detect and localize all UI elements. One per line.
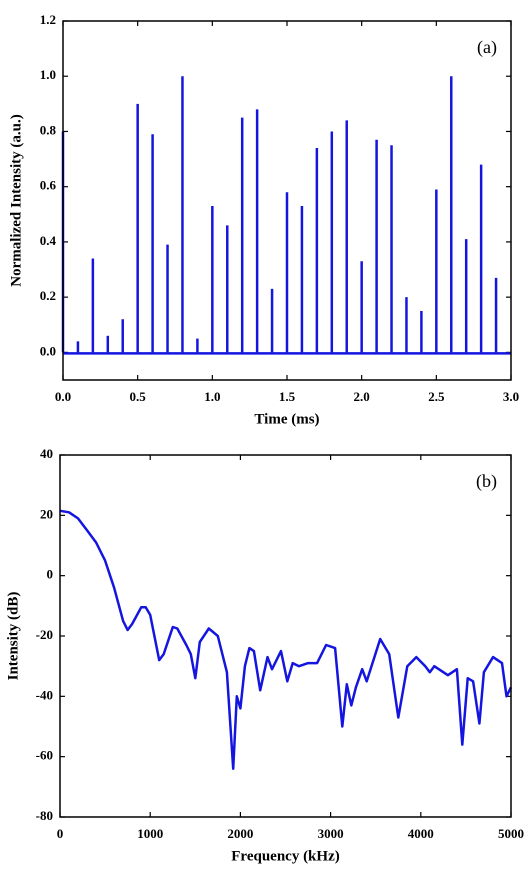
- x-tick-label: 2.0: [354, 389, 370, 404]
- y-tick-label: 0.4: [40, 233, 57, 248]
- y-tick-label: -40: [36, 687, 53, 702]
- x-tick-label: 3000: [318, 826, 344, 841]
- chart: 0 1000 2000 3000 4000 5000 -80 -60 -40 -20 0 20 40 Fr…: [5, 446, 524, 864]
- y-tick-label: 20: [40, 506, 53, 521]
- spectrum-line: [59, 509, 513, 770]
- y-tick-label: 40: [40, 446, 53, 461]
- y-tick-label: 1.0: [40, 67, 56, 82]
- y-tick-label: -60: [36, 748, 53, 763]
- y-tick-label: 0: [47, 567, 54, 582]
- annotation: (b): [476, 471, 497, 492]
- y-tick-label: 1.2: [40, 12, 56, 27]
- y-tick-label: 0.6: [40, 178, 57, 193]
- x-tick-label: 0.0: [55, 389, 71, 404]
- x-tick-label: 3.0: [503, 389, 519, 404]
- y-axis-label: Intensity (dB): [5, 592, 21, 681]
- y-tick-label: 0.0: [40, 343, 56, 358]
- x-tick-label: 1.0: [204, 389, 220, 404]
- y-tick-label: 0.8: [40, 122, 57, 137]
- y-tick-label: -20: [36, 627, 53, 642]
- y-axis-label: Normalized Intensity (a.u.): [8, 114, 24, 287]
- x-tick-label: 0.5: [130, 389, 147, 404]
- x-tick-label: 1000: [137, 826, 163, 841]
- plot-frame: [62, 20, 512, 381]
- y-tick-label: 0.2: [40, 288, 56, 303]
- x-tick-label: 2.5: [428, 389, 445, 404]
- chart: 0.0 0.5 1.0 1.5 2.0 2.5 3.0 0.0 0.2 0.4 0.6 0.8 1.0 1…: [8, 12, 519, 427]
- x-axis-label: Time (ms): [254, 411, 319, 427]
- x-tick-label: 5000: [498, 826, 524, 841]
- x-tick-label: 4000: [408, 826, 434, 841]
- x-axis-label: Frequency (kHz): [231, 848, 339, 864]
- x-tick-label: 0: [57, 826, 64, 841]
- y-tick-label: -80: [36, 808, 53, 823]
- plot-frame: [59, 454, 512, 818]
- x-tick-label: 2000: [227, 826, 253, 841]
- x-tick-label: 1.5: [279, 389, 296, 404]
- annotation: (a): [477, 37, 497, 58]
